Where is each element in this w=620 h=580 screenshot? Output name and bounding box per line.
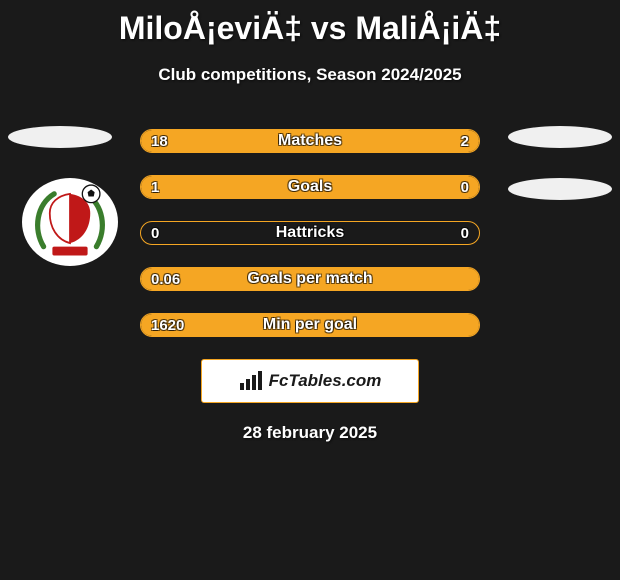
stat-value-right: 0 xyxy=(461,179,469,196)
date-line: 28 february 2025 xyxy=(243,423,377,443)
club-left-logo-svg xyxy=(22,178,118,266)
subtitle: Club competitions, Season 2024/2025 xyxy=(158,65,461,85)
club-left-logo xyxy=(22,178,118,266)
stat-row-goals-per-match: 0.06 Goals per match xyxy=(140,267,480,291)
stat-label: Matches xyxy=(141,132,479,150)
brand-link[interactable]: FcTables.com xyxy=(201,359,419,403)
stat-value-right: 2 xyxy=(461,133,469,150)
comparison-widget: MiloÅ¡eviÄ‡ vs MaliÅ¡iÄ‡ Club competitio… xyxy=(0,0,620,580)
bars-icon xyxy=(239,371,265,391)
brand-text: FcTables.com xyxy=(269,371,382,391)
stat-row-min-per-goal: 1620 Min per goal xyxy=(140,313,480,337)
player-right-badge xyxy=(508,126,612,148)
stat-value-right: 0 xyxy=(461,225,469,242)
stat-row-hattricks: 0 Hattricks 0 xyxy=(140,221,480,245)
stat-row-matches: 18 Matches 2 xyxy=(140,129,480,153)
stat-rows: 18 Matches 2 1 Goals 0 0 Hattricks 0 0.0… xyxy=(140,129,480,337)
stat-label: Goals per match xyxy=(141,270,479,288)
stat-label: Goals xyxy=(141,178,479,196)
page-title: MiloÅ¡eviÄ‡ vs MaliÅ¡iÄ‡ xyxy=(119,10,501,47)
club-right-badge xyxy=(508,178,612,200)
stat-row-goals: 1 Goals 0 xyxy=(140,175,480,199)
player-left-badge xyxy=(8,126,112,148)
stat-label: Min per goal xyxy=(141,316,479,334)
stat-label: Hattricks xyxy=(141,224,479,242)
